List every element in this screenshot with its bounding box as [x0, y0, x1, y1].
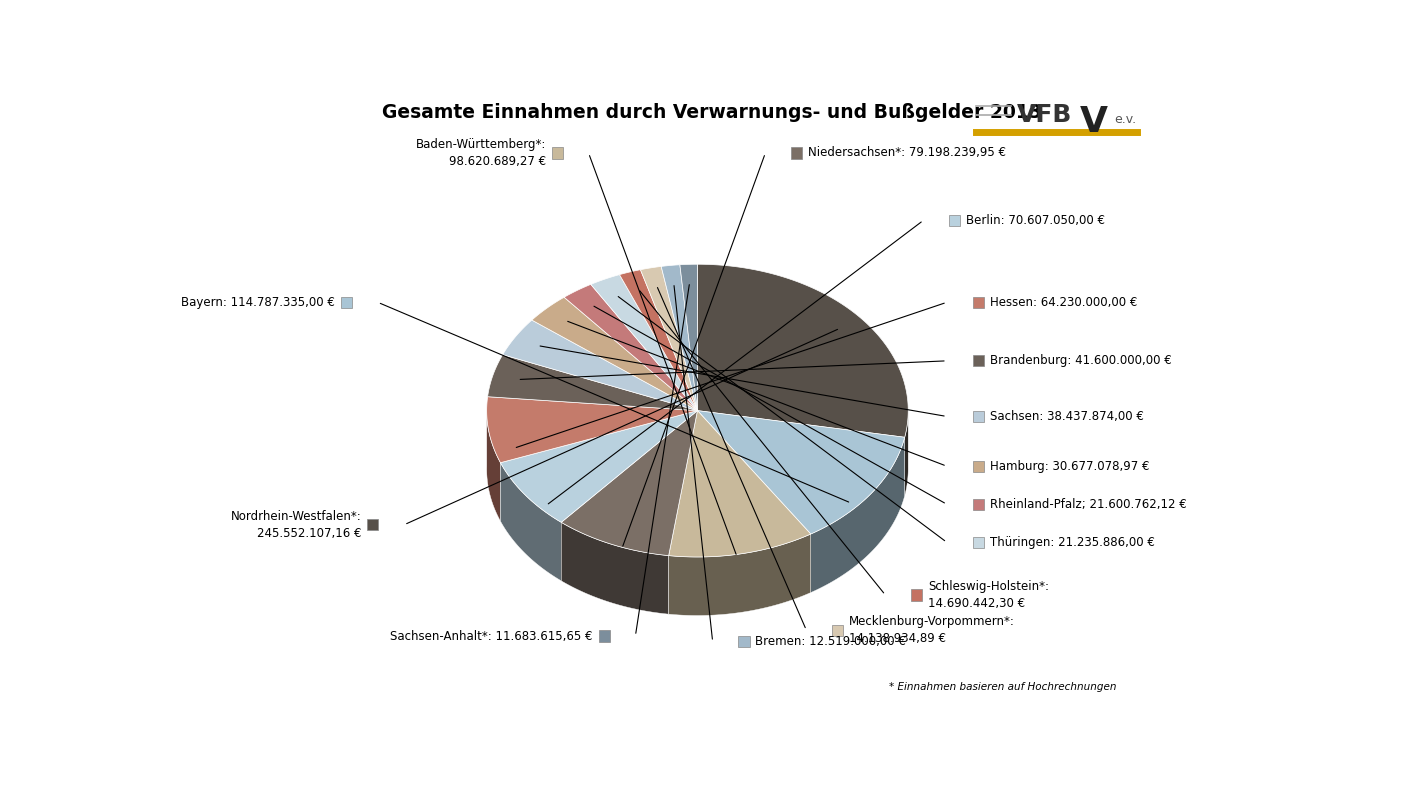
Polygon shape [564, 284, 698, 411]
Text: Mecklenburg-Vorpommern*:
14.138.934,89 €: Mecklenburg-Vorpommern*: 14.138.934,89 € [849, 615, 1015, 645]
Polygon shape [669, 534, 811, 615]
Polygon shape [488, 355, 698, 411]
Text: Rheinland-Pfalz; 21.600.762,12 €: Rheinland-Pfalz; 21.600.762,12 € [990, 498, 1187, 511]
Polygon shape [502, 320, 698, 411]
Text: Baden-Württemberg*:
98.620.689,27 €: Baden-Württemberg*: 98.620.689,27 € [415, 138, 546, 168]
FancyBboxPatch shape [973, 537, 984, 548]
Polygon shape [486, 408, 501, 521]
FancyBboxPatch shape [973, 411, 984, 422]
Polygon shape [532, 297, 698, 411]
Text: Schleswig-Holstein*:
14.690.442,30 €: Schleswig-Holstein*: 14.690.442,30 € [929, 580, 1049, 610]
Text: Nordrhein-Westfalen*:
245.552.107,16 €: Nordrhein-Westfalen*: 245.552.107,16 € [231, 510, 362, 540]
Text: * Einnahmen basieren auf Hochrechnungen: * Einnahmen basieren auf Hochrechnungen [889, 682, 1116, 692]
Polygon shape [698, 411, 905, 534]
FancyBboxPatch shape [949, 215, 960, 226]
FancyBboxPatch shape [973, 460, 984, 471]
Polygon shape [811, 438, 905, 593]
Text: V: V [1079, 105, 1107, 139]
FancyBboxPatch shape [340, 297, 352, 308]
Polygon shape [501, 411, 698, 523]
Polygon shape [698, 264, 908, 438]
Polygon shape [562, 523, 669, 614]
Polygon shape [591, 275, 698, 411]
FancyBboxPatch shape [973, 499, 984, 510]
FancyBboxPatch shape [912, 589, 922, 600]
FancyBboxPatch shape [739, 637, 750, 648]
Text: Niedersachsen*: 79.198.239,95 €: Niedersachsen*: 79.198.239,95 € [808, 146, 1007, 160]
Polygon shape [905, 408, 909, 496]
Text: Hessen: 64.230.000,00 €: Hessen: 64.230.000,00 € [990, 296, 1137, 309]
Text: Bayern: 114.787.335,00 €: Bayern: 114.787.335,00 € [182, 296, 335, 309]
Text: Berlin: 70.607.050,00 €: Berlin: 70.607.050,00 € [966, 214, 1105, 227]
FancyBboxPatch shape [367, 519, 379, 530]
FancyBboxPatch shape [552, 147, 563, 158]
Text: Hamburg: 30.677.078,97 €: Hamburg: 30.677.078,97 € [990, 460, 1149, 473]
Text: e.v.: e.v. [1115, 113, 1137, 127]
Polygon shape [620, 270, 698, 411]
Text: Brandenburg: 41.600.000,00 €: Brandenburg: 41.600.000,00 € [990, 354, 1171, 368]
Polygon shape [562, 411, 698, 556]
Polygon shape [669, 411, 811, 557]
Polygon shape [486, 397, 698, 463]
Text: Thüringen: 21.235.886,00 €: Thüringen: 21.235.886,00 € [990, 536, 1154, 549]
Text: Sachsen-Anhalt*: 11.683.615,65 €: Sachsen-Anhalt*: 11.683.615,65 € [390, 630, 593, 642]
Polygon shape [679, 264, 698, 411]
FancyBboxPatch shape [598, 630, 610, 641]
Polygon shape [661, 264, 698, 411]
FancyBboxPatch shape [791, 147, 803, 158]
Text: Gesamte Einnahmen durch Verwarnungs- und Bußgelder 2013: Gesamte Einnahmen durch Verwarnungs- und… [381, 103, 1042, 122]
Text: Bremen: 12.519.000,00 €: Bremen: 12.519.000,00 € [756, 635, 906, 648]
Text: VFB: VFB [1017, 103, 1072, 127]
Text: Sachsen: 38.437.874,00 €: Sachsen: 38.437.874,00 € [990, 410, 1143, 423]
FancyBboxPatch shape [973, 355, 984, 367]
FancyBboxPatch shape [973, 297, 984, 308]
Polygon shape [501, 463, 562, 581]
FancyBboxPatch shape [832, 625, 844, 636]
Polygon shape [641, 267, 698, 411]
